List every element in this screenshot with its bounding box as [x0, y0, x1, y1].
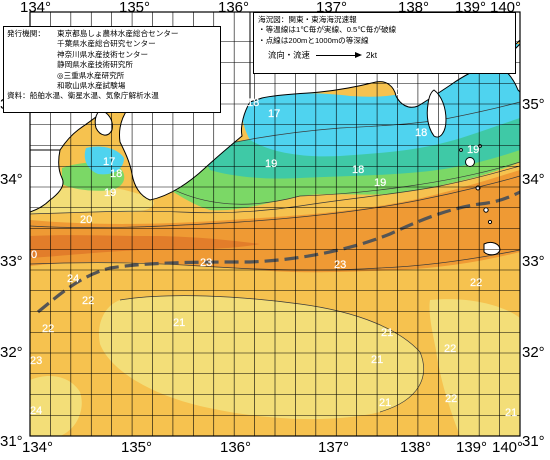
longitude-label: 136° [218, 0, 249, 16]
latitude-label: 34° [0, 171, 23, 188]
land-miyake-island [483, 241, 501, 256]
sea-zone-21-south [98, 295, 424, 420]
land-izu-oshima [465, 157, 475, 167]
isotherm-label: 21 [173, 317, 185, 329]
issuer-org: 東京都島しょ農林水産総合センター [57, 29, 179, 38]
issuer-panel: 発行機関： 東京都島しょ農林水産総合センター 千葉県水産総合研究センター 神奈川… [3, 26, 221, 113]
latitude-label: 31° [522, 433, 545, 450]
chart-info-panel: 海況図：関東・東海海況速報 ・等温線は1℃毎が実線、0.5℃毎が破線 ・点線は2… [253, 12, 516, 74]
issuer-label: 発行機関： [7, 29, 45, 38]
chart-info-title: 海況図：関東・東海海況速報 [258, 15, 357, 24]
isotherm-line [30, 175, 520, 228]
longitude-label: 134° [20, 0, 51, 16]
land-izu-island [483, 207, 489, 213]
isotherm-label: 24 [30, 405, 42, 417]
longitude-label: 136° [220, 439, 251, 456]
isotherm-value-labels: 18 17 18 19 17 18 20 19 18 18 19 19 19 0… [30, 54, 517, 419]
chart-info-depth-note: ・点線は200mと1000mの等深線 [258, 35, 369, 45]
isotherm-label: 18 [110, 168, 122, 180]
longitude-label: 138° [400, 439, 431, 456]
isotherm-label: 22 [82, 295, 94, 307]
issuer-org: 千葉県水産総合研究センター [57, 39, 156, 49]
sea-zone-20-west [30, 186, 154, 214]
isotherm-label: 18 [247, 97, 259, 109]
land-awaji-island [94, 109, 113, 136]
chart-info-isotherm-note: ・等温線は1℃毎が実線、0.5℃毎が破線 [258, 25, 397, 35]
latitude-label: 33° [0, 253, 23, 270]
longitude-label: 137° [318, 439, 349, 456]
latitude-label: 32° [0, 344, 23, 361]
sea-zone-21-east [429, 299, 520, 436]
source-label: 資料： [7, 91, 30, 101]
isotherm-line [30, 165, 520, 215]
isotherm-label: 19 [396, 86, 408, 98]
issuer-org: 神奈川県水産技術センター [57, 49, 149, 59]
isotherm-label: 0 [31, 249, 37, 261]
isotherm-label: 21 [379, 397, 391, 409]
isotherm-label: 18 [415, 127, 427, 139]
latitude-label: 31° [0, 433, 23, 450]
land-izu-island [459, 148, 463, 152]
isotherm-label: 21 [381, 327, 393, 339]
longitude-label: 135° [121, 439, 152, 456]
isotherm-label: 20 [80, 214, 92, 226]
longitude-label: 134° [22, 439, 53, 456]
isotherm-label: 24 [67, 273, 79, 285]
isotherm-label: 21 [371, 354, 383, 366]
issuer-org: 静岡県水産技術研究所 [57, 60, 133, 70]
isotherm-label: 22 [470, 277, 482, 289]
isotherm-label: 19 [104, 187, 116, 199]
isotherm-label: 17 [103, 156, 115, 168]
latitude-label: 33° [522, 253, 545, 270]
isotherm-label: 21 [505, 407, 517, 419]
latitude-label: 32° [522, 344, 545, 361]
current-arrow-icon [315, 52, 362, 57]
latitude-labels: 35° 34° 33° 32° 31° 35° 34° 33° 32° 31° [0, 96, 545, 450]
isotherm-label: 19 [265, 158, 277, 170]
isotherm-label: 22 [444, 343, 456, 355]
kuroshio-axis-line [36, 190, 520, 314]
isotherm-line [119, 295, 424, 413]
sea-zone-18 [242, 44, 520, 157]
isotherm-label: 17 [268, 108, 280, 120]
land-shikoku-east [30, 149, 64, 213]
current-legend-label: 流向・流速 [268, 50, 310, 61]
issuer-org: 和歌山県水産試験場 [57, 81, 126, 91]
longitude-label: 140° [492, 439, 523, 456]
isotherm-label: 18 [352, 164, 364, 176]
latitude-label: 35° [522, 96, 545, 113]
longitude-label: 139° [456, 439, 487, 456]
isotherm-label: 22 [445, 393, 457, 405]
sea-zone-24 [30, 235, 260, 258]
isotherm-line [199, 101, 520, 151]
isotherm-label: 19 [467, 144, 479, 156]
isotherm-label: 19 [374, 177, 386, 189]
longitude-label: 135° [119, 0, 150, 16]
current-legend: 流向・流速 2kt [258, 50, 511, 60]
sea-zone-18-west [84, 146, 124, 175]
isotherm-label: 23 [334, 259, 346, 271]
land-izu-peninsula [426, 89, 447, 138]
isotherm-label: 23 [200, 257, 212, 269]
current-legend-value: 2kt [365, 50, 378, 61]
land-izu-island [487, 219, 493, 225]
isotherm-label: 22 [42, 323, 54, 335]
issuer-org: ◎三重県水産研究所 [57, 70, 125, 80]
sea-zone-21-southwest [30, 376, 82, 436]
latitude-label: 34° [522, 171, 545, 188]
isotherm-label: 23 [30, 355, 42, 367]
source-text: 船舶水温、衛星水温、気象庁解析水温 [29, 91, 159, 101]
